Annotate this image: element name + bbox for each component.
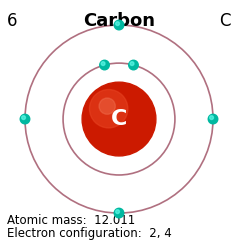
Circle shape [22, 116, 25, 119]
Circle shape [130, 62, 134, 66]
Circle shape [101, 62, 105, 66]
Circle shape [210, 116, 213, 119]
Text: C: C [111, 109, 127, 129]
Text: Electron configuration:  2, 4: Electron configuration: 2, 4 [7, 227, 172, 240]
Circle shape [116, 210, 119, 214]
Circle shape [208, 114, 218, 124]
Circle shape [114, 208, 124, 218]
Circle shape [20, 114, 30, 124]
Circle shape [89, 90, 128, 128]
Circle shape [129, 60, 138, 70]
Text: 6: 6 [7, 12, 18, 30]
Text: Carbon: Carbon [83, 12, 155, 30]
Circle shape [82, 82, 156, 156]
Text: C: C [219, 12, 231, 30]
Circle shape [114, 20, 124, 30]
Circle shape [100, 60, 109, 70]
Circle shape [99, 98, 115, 114]
Circle shape [116, 22, 119, 26]
Text: Atomic mass:  12.011: Atomic mass: 12.011 [7, 214, 135, 227]
